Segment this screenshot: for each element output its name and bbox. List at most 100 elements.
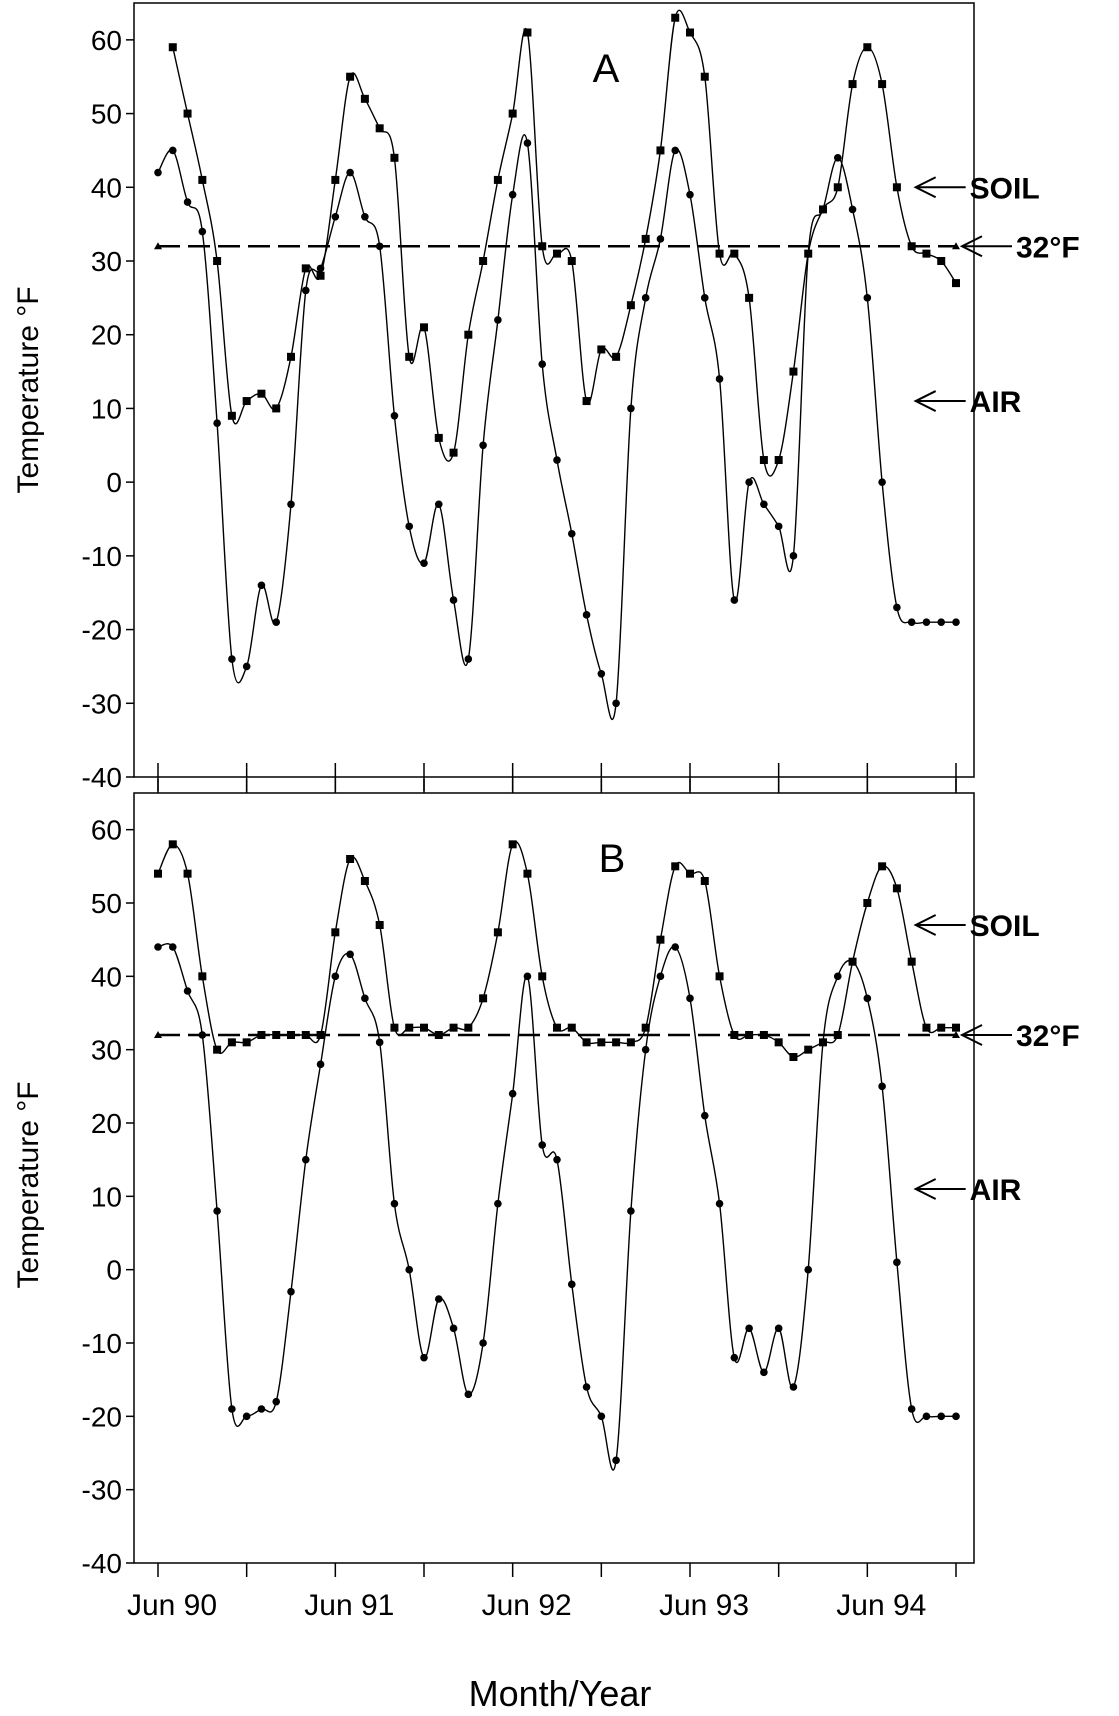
- soil-marker: [774, 1038, 783, 1047]
- air-marker: [434, 500, 443, 509]
- soil-marker: [242, 1038, 251, 1047]
- soil-marker: [375, 124, 384, 133]
- air-marker: [804, 1265, 813, 1274]
- soil-marker: [360, 94, 369, 103]
- soil-marker: [907, 957, 916, 966]
- annotation-arrow-head: [959, 235, 983, 258]
- air-marker: [316, 264, 325, 273]
- air-marker: [228, 655, 236, 663]
- air-marker: [301, 1155, 310, 1164]
- panel-a-y-axis: -40 -30 -20 -10 0 10 20 30 40 50 60: [82, 25, 134, 793]
- air-marker: [420, 1353, 428, 1362]
- soil-marker: [789, 367, 798, 376]
- soil-marker: [375, 921, 384, 929]
- y-tick-label: 0: [106, 1255, 122, 1286]
- soil-marker: [952, 1023, 960, 1032]
- air-marker: [213, 419, 221, 427]
- soil-marker: [360, 877, 369, 885]
- soil-marker: [700, 877, 709, 885]
- annotation-label: SOIL: [970, 172, 1040, 205]
- air-marker: [508, 190, 517, 199]
- freezing-marker: [154, 242, 162, 250]
- soil-marker: [227, 411, 236, 420]
- air-marker: [937, 1412, 946, 1421]
- soil-marker: [553, 249, 561, 258]
- y-tick-label: -20: [82, 615, 122, 646]
- soil-marker: [508, 109, 517, 118]
- x-tick-label: Jun 91: [304, 1589, 394, 1622]
- air-marker: [952, 1412, 960, 1421]
- freezing-annotation: 32°F: [959, 231, 1080, 264]
- air-marker: [686, 190, 694, 199]
- soil-marker: [449, 448, 458, 457]
- soil-marker: [745, 293, 754, 302]
- air-marker: [833, 972, 842, 981]
- soil-marker: [937, 257, 946, 265]
- soil-marker: [863, 43, 872, 52]
- soil-marker: [612, 1038, 621, 1047]
- air-marker: [907, 618, 916, 626]
- air-marker: [494, 1199, 502, 1208]
- air-marker: [154, 943, 162, 951]
- y-tick-label: 40: [91, 172, 122, 203]
- panel-b-annotations: SOIL 32°F AIR: [913, 910, 1080, 1207]
- air-marker: [789, 552, 798, 560]
- air-marker: [730, 596, 739, 604]
- air-marker: [627, 404, 635, 413]
- soil-marker: [420, 1023, 428, 1032]
- soil-marker: [730, 249, 739, 258]
- y-tick-label: -10: [82, 541, 122, 572]
- air-marker: [760, 1368, 768, 1377]
- soil-marker: [213, 1045, 222, 1054]
- soil-marker: [272, 1031, 281, 1039]
- soil-marker: [671, 862, 680, 871]
- air-marker: [449, 596, 458, 604]
- soil-marker: [952, 279, 960, 288]
- air-marker: [656, 235, 665, 243]
- air-marker: [553, 1155, 561, 1164]
- soil-marker: [863, 899, 872, 907]
- soil-marker: [700, 72, 709, 81]
- soil-marker: [449, 1023, 458, 1032]
- air-marker: [198, 227, 207, 236]
- soil-marker: [656, 146, 665, 155]
- soil-marker: [213, 257, 222, 265]
- y-tick-label: 30: [91, 246, 122, 277]
- x-tick-label: Jun 93: [659, 1589, 749, 1622]
- soil-marker: [493, 928, 502, 937]
- soil-marker: [198, 175, 207, 184]
- air-marker: [907, 1405, 916, 1413]
- soil-marker: [686, 869, 694, 878]
- soil-marker: [154, 869, 162, 878]
- soil-marker: [390, 153, 399, 162]
- soil-marker: [686, 28, 694, 37]
- air-marker: [168, 146, 177, 155]
- soil-marker: [346, 72, 355, 81]
- air-marker: [700, 294, 709, 302]
- air-marker: [331, 212, 340, 221]
- x-tick-label: Jun 94: [836, 1589, 926, 1622]
- soil-marker: [597, 1038, 606, 1047]
- panel-a-y-axis-title: Temperature °F: [12, 286, 45, 493]
- air-marker: [922, 618, 931, 626]
- soil-marker: [833, 183, 842, 192]
- freezing-marker: [952, 1031, 960, 1038]
- soil-marker: [464, 330, 473, 339]
- air-marker: [405, 1265, 414, 1274]
- soil-annotation: SOIL: [913, 172, 1040, 205]
- air-marker: [612, 1456, 620, 1465]
- air-marker: [656, 972, 665, 981]
- air-marker: [390, 412, 399, 420]
- y-tick-label: 10: [91, 1181, 122, 1212]
- air-marker: [316, 1060, 325, 1069]
- y-tick-label: -40: [82, 1548, 122, 1579]
- soil-marker: [346, 855, 355, 863]
- annotation-arrow-head: [959, 1024, 983, 1046]
- soil-marker: [567, 1023, 576, 1032]
- annotation-arrow-head: [913, 914, 937, 936]
- air-marker: [641, 1045, 650, 1054]
- soil-marker: [789, 1053, 798, 1061]
- annotation-label: AIR: [970, 1174, 1022, 1207]
- air-marker: [745, 478, 753, 486]
